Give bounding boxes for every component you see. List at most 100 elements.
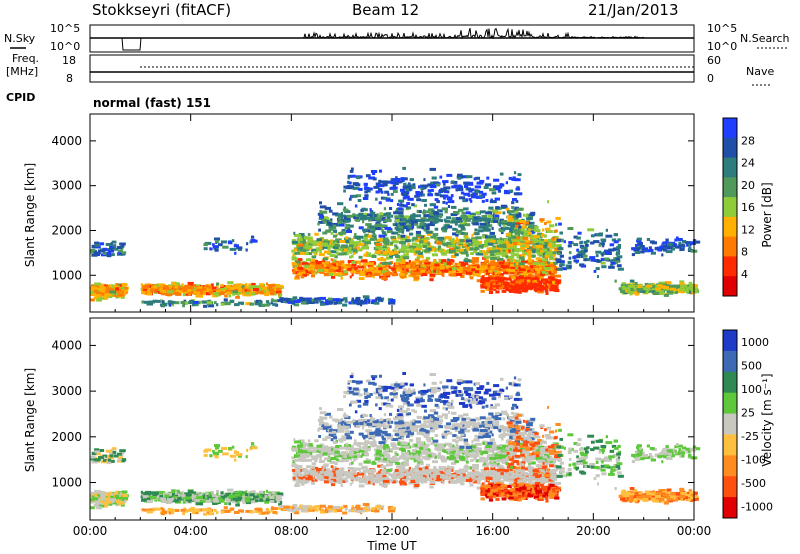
power-echo-cell-1748 bbox=[452, 267, 457, 271]
power-echo-cell-3014 bbox=[479, 179, 485, 183]
power-echo-cell-3627 bbox=[524, 230, 530, 234]
velocity-echo-cell-167 bbox=[108, 491, 113, 495]
power-echo-cell-2276 bbox=[351, 239, 354, 243]
power-echo-cell-4116 bbox=[663, 246, 671, 250]
power-echo-cell-2198 bbox=[476, 240, 483, 244]
velocity-echo-cell-219 bbox=[112, 450, 117, 454]
power-echo-cell-2478 bbox=[407, 218, 414, 222]
power-echo-cell-3613 bbox=[529, 240, 533, 244]
power-echo-cell-3175 bbox=[394, 178, 401, 181]
power-echo-cell-4081 bbox=[650, 251, 656, 255]
power-echo-cell-598 bbox=[269, 292, 275, 296]
power-echo-cell-2779 bbox=[368, 218, 373, 222]
power-echo-cell-3343 bbox=[487, 285, 494, 289]
power-echo-cell-3516 bbox=[522, 222, 526, 226]
power-echo-cell-2900 bbox=[369, 225, 374, 229]
power-echo-cell-1660 bbox=[532, 265, 539, 269]
power-echo-cell-2430 bbox=[485, 238, 492, 242]
power-echo-cell-704 bbox=[175, 301, 180, 305]
velocity-echo-cell-164 bbox=[100, 497, 106, 501]
power-echo-cell-2815 bbox=[447, 225, 453, 229]
power-echo-cell-747 bbox=[204, 241, 212, 245]
velocity-echo-cell-159 bbox=[98, 491, 105, 495]
power-echo-cell-3042 bbox=[352, 186, 360, 190]
power-echo-cell-3526 bbox=[536, 263, 544, 267]
power-echo-cell-1580 bbox=[371, 269, 378, 273]
power-echo-cell-676 bbox=[168, 301, 174, 305]
power-echo-cell-1762 bbox=[315, 266, 320, 270]
power-echo-cell-751 bbox=[212, 245, 219, 249]
power-echo-cell-4139 bbox=[639, 244, 643, 248]
power-echo-cell-2668 bbox=[319, 205, 327, 209]
velocity-echo-cell-554 bbox=[226, 499, 231, 503]
power-echo-cell-1630 bbox=[504, 268, 511, 272]
power-colorbar-swatch-1 bbox=[723, 137, 737, 159]
velocity-echo-cell-528 bbox=[163, 492, 169, 496]
power-echo-cell-2298 bbox=[407, 243, 411, 247]
power-echo-cell-3096 bbox=[491, 191, 497, 195]
power-echo-cell-1744 bbox=[347, 267, 352, 271]
power-echo-cell-2755 bbox=[322, 231, 328, 235]
noise-trace bbox=[90, 27, 694, 51]
power-echo-cell-1818 bbox=[362, 235, 368, 239]
power-echo-cell-1671 bbox=[446, 261, 452, 265]
power-echo-cell-436 bbox=[141, 288, 144, 292]
power-echo-cell-1163 bbox=[347, 260, 355, 263]
power-echo-cell-2545 bbox=[510, 226, 516, 230]
power-echo-cell-2531 bbox=[378, 234, 386, 238]
power-echo-cell-3793 bbox=[584, 243, 589, 247]
power-echo-cell-3751 bbox=[609, 243, 615, 247]
power-echo-cell-4069 bbox=[674, 238, 678, 242]
power-echo-cell-3644 bbox=[540, 262, 545, 266]
power-echo-cell-3205 bbox=[497, 185, 503, 189]
velocity-echo-cell-708 bbox=[206, 510, 210, 514]
power-echo-cell-3586 bbox=[534, 239, 539, 243]
power-echo-cell-2277 bbox=[294, 248, 298, 252]
power-echo-cell-2561 bbox=[417, 210, 422, 213]
power-echo-cell-3628 bbox=[519, 238, 525, 242]
velocity-echo-cell-589 bbox=[143, 498, 149, 502]
velocity-echo-cell-640 bbox=[253, 495, 259, 499]
power-echo-cell-714 bbox=[152, 299, 158, 303]
power-echo-cell-3560 bbox=[527, 253, 532, 257]
power-echo-cell-678 bbox=[270, 301, 273, 305]
power-echo-cell-516 bbox=[267, 285, 271, 289]
power-echo-cell-3781 bbox=[617, 238, 621, 242]
power-echo-cell-3528 bbox=[530, 240, 536, 244]
power-echo-cell-3067 bbox=[409, 178, 414, 182]
velocity-echo-cell-681 bbox=[277, 506, 284, 510]
power-echo-cell-2683 bbox=[485, 223, 488, 226]
velocity-echo-cell-678 bbox=[270, 509, 273, 513]
power-echo-cell-2233 bbox=[341, 252, 348, 256]
power-echo-cell-3473 bbox=[549, 288, 556, 292]
power-echo-cell-791 bbox=[374, 299, 377, 303]
velocity-echo-cell-191 bbox=[94, 456, 97, 460]
velocity-echo-cell-442 bbox=[187, 498, 192, 502]
power-echo-cell-1993 bbox=[372, 233, 376, 237]
power-echo-cell-3463 bbox=[501, 289, 506, 293]
power-echo-cell-2466 bbox=[299, 252, 305, 255]
velocity-echo-cell-509 bbox=[173, 495, 176, 499]
power-echo-cell-137 bbox=[96, 298, 102, 302]
power-echo-cell-3231 bbox=[405, 185, 412, 189]
power-echo-cell-3165 bbox=[515, 187, 521, 191]
power-echo-cell-2074 bbox=[296, 240, 303, 244]
power-echo-cell-2202 bbox=[401, 246, 409, 250]
power-echo-cell-2679 bbox=[442, 229, 445, 233]
power-echo-cell-3026 bbox=[421, 199, 427, 202]
power-echo-cell-1756 bbox=[359, 273, 366, 277]
power-echo-cell-2800 bbox=[420, 218, 425, 222]
power-echo-cell-4150 bbox=[636, 237, 642, 241]
power-echo-cell-3220 bbox=[431, 184, 436, 188]
power-echo-cell-3951 bbox=[673, 289, 680, 292]
power-echo-cell-4083 bbox=[665, 238, 669, 242]
power-echo-cell-713 bbox=[261, 303, 265, 307]
freq-label: Freq. bbox=[12, 52, 39, 65]
power-echo-cell-3642 bbox=[528, 224, 533, 228]
power-echo-cell-2370 bbox=[312, 243, 317, 247]
power-echo-cell-1961 bbox=[542, 245, 546, 249]
power-echo-cell-3390 bbox=[551, 278, 554, 282]
power-echo-cell-638 bbox=[181, 286, 186, 290]
power-echo-cell-1149 bbox=[339, 260, 343, 264]
velocity-echo-cell-709 bbox=[270, 507, 278, 511]
